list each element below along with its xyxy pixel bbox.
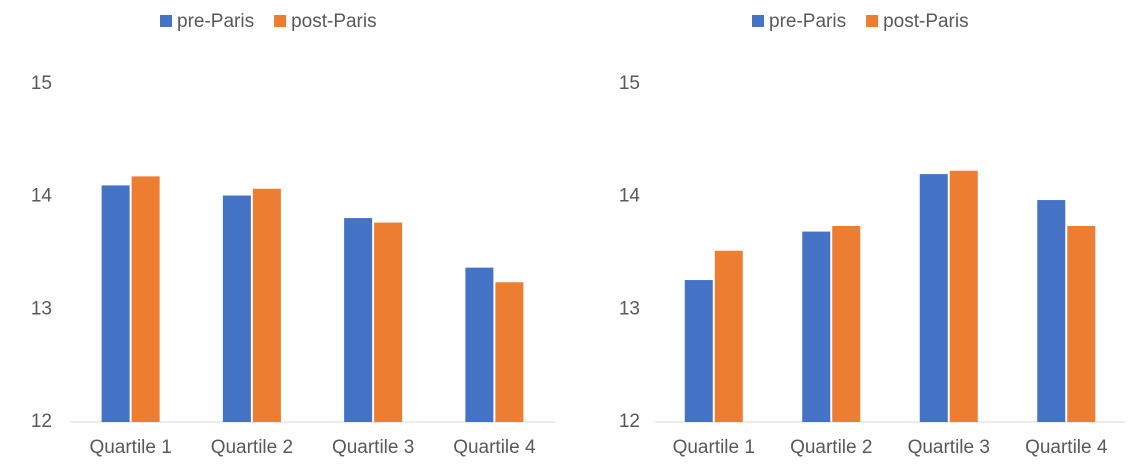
x-tick-label: Quartile 2 <box>211 437 293 458</box>
y-tick-label: 14 <box>619 186 641 207</box>
legend-label: pre-Paris <box>769 11 846 32</box>
bar <box>1067 225 1096 422</box>
bar <box>1037 200 1066 422</box>
legend-swatch <box>752 15 764 27</box>
bar <box>252 188 281 422</box>
legend-swatch <box>160 15 172 27</box>
bar <box>714 250 743 422</box>
legend-swatch <box>274 15 287 27</box>
bar <box>101 185 130 422</box>
y-tick-label: 14 <box>31 186 53 207</box>
bar <box>684 280 713 422</box>
x-tick-label: Quartile 1 <box>673 437 755 458</box>
bar <box>802 231 831 422</box>
legend-label: post-Paris <box>883 11 969 32</box>
x-tick-label: Quartile 4 <box>453 437 536 458</box>
y-tick-label: 12 <box>31 411 52 432</box>
y-tick-label: 15 <box>619 73 640 94</box>
y-tick-label: 12 <box>619 411 640 432</box>
legend-label: post-Paris <box>291 11 377 32</box>
bar <box>919 174 948 422</box>
bar <box>949 170 978 422</box>
x-tick-label: Quartile 3 <box>908 437 990 458</box>
x-tick-label: Quartile 2 <box>790 437 872 458</box>
bar <box>495 282 524 422</box>
y-tick-label: 13 <box>619 298 640 319</box>
x-tick-label: Quartile 4 <box>1025 437 1108 458</box>
legend-swatch <box>866 15 879 27</box>
y-tick-label: 13 <box>31 298 52 319</box>
bar <box>832 225 861 422</box>
legend-label: pre-Paris <box>177 11 254 32</box>
x-tick-label: Quartile 1 <box>89 437 171 458</box>
bar <box>131 176 160 422</box>
bar <box>344 218 373 422</box>
x-tick-label: Quartile 3 <box>332 437 414 458</box>
bar <box>222 195 251 422</box>
bar <box>374 222 403 422</box>
bar <box>465 267 494 422</box>
y-tick-label: 15 <box>31 73 52 94</box>
